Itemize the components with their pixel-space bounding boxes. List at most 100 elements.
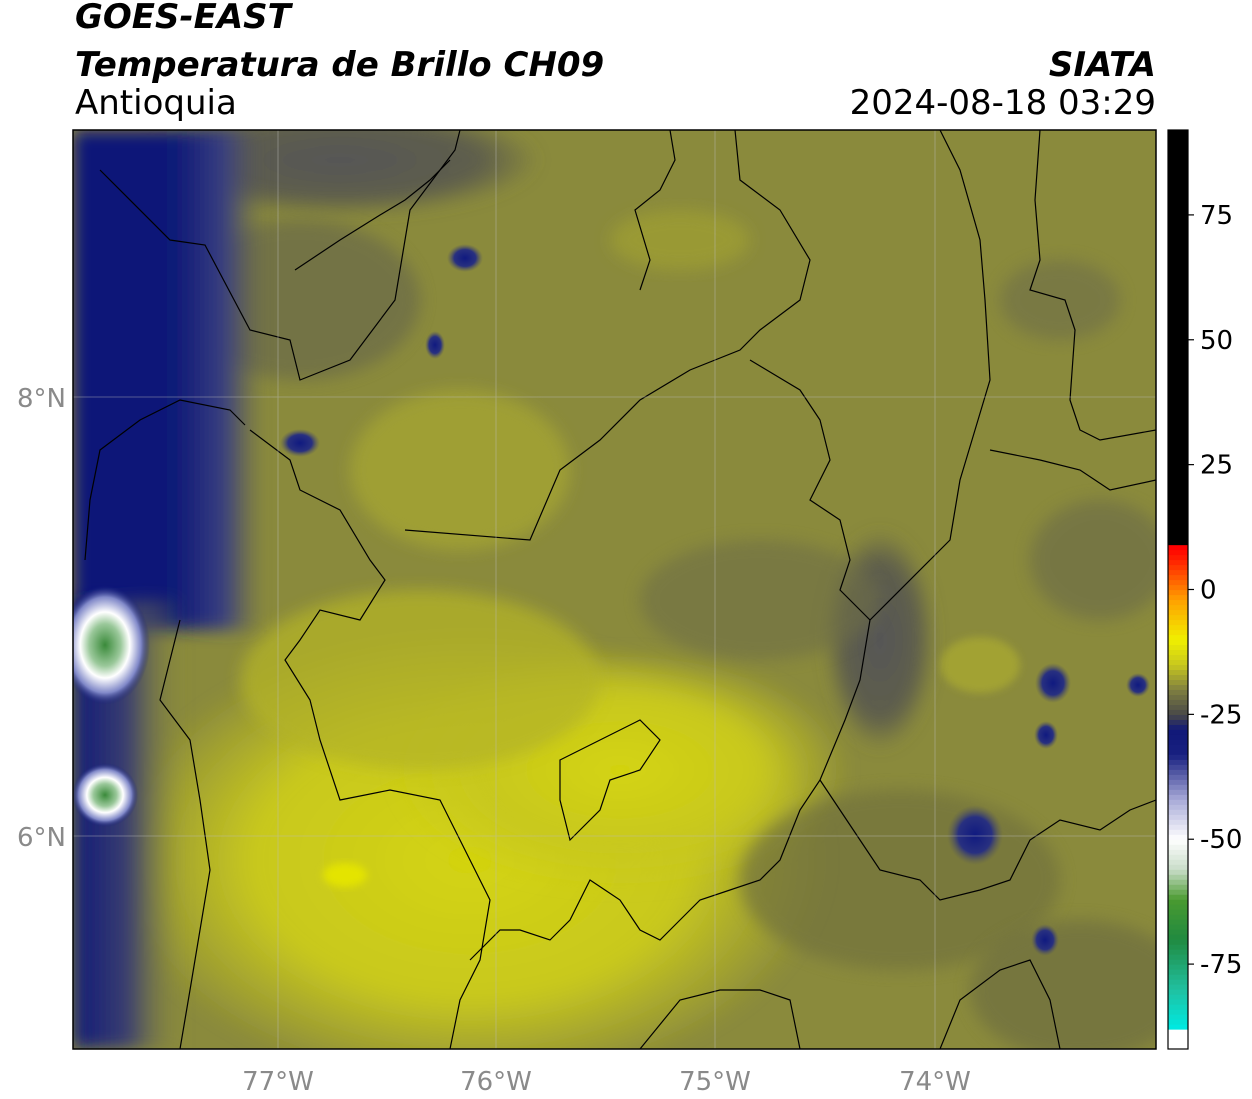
colorbar-band — [1168, 894, 1188, 900]
colorbar-band — [1168, 539, 1188, 546]
colorbar-band — [1168, 834, 1188, 840]
colorbar-band — [1168, 549, 1188, 556]
colorbar-band — [1168, 699, 1188, 705]
colorbar-band — [1168, 164, 1188, 171]
colorbar-band — [1168, 989, 1188, 995]
colorbar-band — [1168, 889, 1188, 895]
colorbar-band — [1168, 744, 1188, 750]
colorbar-band — [1168, 389, 1188, 396]
colorbar-band — [1168, 219, 1188, 226]
colorbar-band — [1168, 609, 1188, 616]
colorbar-band — [1168, 524, 1188, 531]
colorbar-band — [1168, 984, 1188, 990]
colorbar-tick-label: 25 — [1200, 451, 1233, 481]
colorbar-band — [1168, 354, 1188, 361]
colorbar-band — [1168, 724, 1188, 730]
x-tick-74w: 74°W — [899, 1067, 971, 1097]
colorbar-tick-label: -75 — [1200, 950, 1242, 980]
colorbar-band — [1168, 509, 1188, 516]
colorbar-band — [1168, 909, 1188, 915]
colorbar-band — [1168, 174, 1188, 181]
colorbar-band — [1168, 489, 1188, 496]
colorbar-band — [1168, 419, 1188, 426]
colorbar-band — [1168, 1044, 1188, 1050]
colorbar-band — [1168, 149, 1188, 156]
colorbar-band — [1168, 969, 1188, 975]
colorbar-band — [1168, 689, 1188, 695]
colorbar-band — [1168, 529, 1188, 536]
product-title: Temperatura de Brillo CH09 — [75, 45, 605, 85]
colorbar-band — [1168, 169, 1188, 176]
colorbar-band — [1168, 809, 1188, 815]
colorbar-band — [1168, 319, 1188, 326]
colorbar-band — [1168, 569, 1188, 576]
colorbar-band — [1168, 869, 1188, 875]
colorbar-band — [1168, 434, 1188, 441]
colorbar-band — [1168, 199, 1188, 206]
colorbar-band — [1168, 449, 1188, 456]
colorbar-band — [1168, 134, 1188, 141]
colorbar-band — [1168, 1004, 1188, 1010]
colorbar-band — [1168, 639, 1188, 646]
colorbar-band — [1168, 999, 1188, 1005]
colorbar-band — [1168, 599, 1188, 606]
colorbar-band — [1168, 479, 1188, 486]
colorbar-band — [1168, 534, 1188, 541]
colorbar-band — [1168, 154, 1188, 161]
colorbar-band — [1168, 254, 1188, 261]
colorbar-band — [1168, 929, 1188, 935]
colorbar — [1168, 130, 1188, 1050]
colorbar-band — [1168, 504, 1188, 511]
colorbar-band — [1168, 454, 1188, 461]
colorbar-band — [1168, 374, 1188, 381]
colorbar-band — [1168, 324, 1188, 331]
colorbar-band — [1168, 484, 1188, 491]
colorbar-band — [1168, 179, 1188, 186]
colorbar-band — [1168, 464, 1188, 471]
colorbar-band — [1168, 789, 1188, 795]
colorbar-band — [1168, 824, 1188, 830]
colorbar-band — [1168, 714, 1188, 720]
colorbar-band — [1168, 964, 1188, 970]
colorbar-band — [1168, 584, 1188, 591]
colorbar-band — [1168, 309, 1188, 316]
colorbar-band — [1168, 344, 1188, 351]
colorbar-band — [1168, 814, 1188, 820]
colorbar-band — [1168, 759, 1188, 765]
colorbar-band — [1168, 749, 1188, 755]
colorbar-band — [1168, 604, 1188, 611]
colorbar-band — [1168, 194, 1188, 201]
colorbar-band — [1168, 819, 1188, 825]
colorbar-band — [1168, 954, 1188, 960]
colorbar-band — [1168, 974, 1188, 980]
colorbar-band — [1168, 624, 1188, 631]
timestamp-label: 2024-08-18 03:29 — [849, 83, 1156, 123]
colorbar-band — [1168, 144, 1188, 151]
agency-label: SIATA — [1048, 45, 1156, 85]
colorbar-band — [1168, 919, 1188, 925]
colorbar-band — [1168, 384, 1188, 391]
x-tick-77w: 77°W — [242, 1067, 314, 1097]
colorbar-band — [1168, 334, 1188, 341]
colorbar-band — [1168, 704, 1188, 710]
colorbar-band — [1168, 429, 1188, 436]
colorbar-band — [1168, 794, 1188, 800]
gridlines — [73, 130, 1156, 1049]
x-tick-76w: 76°W — [460, 1067, 532, 1097]
colorbar-band — [1168, 394, 1188, 401]
colorbar-band — [1168, 494, 1188, 501]
colorbar-band — [1168, 204, 1188, 211]
colorbar-band — [1168, 1039, 1188, 1045]
colorbar-band — [1168, 944, 1188, 950]
colorbar-band — [1168, 189, 1188, 196]
colorbar-band — [1168, 1014, 1188, 1020]
colorbar-band — [1168, 804, 1188, 810]
y-tick-8n: 8°N — [17, 384, 66, 414]
colorbar-band — [1168, 939, 1188, 945]
colorbar-band — [1168, 674, 1188, 681]
colorbar-band — [1168, 299, 1188, 306]
colorbar-tick-label: -25 — [1200, 700, 1242, 730]
colorbar-band — [1168, 229, 1188, 236]
colorbar-band — [1168, 544, 1188, 551]
colorbar-band — [1168, 499, 1188, 506]
